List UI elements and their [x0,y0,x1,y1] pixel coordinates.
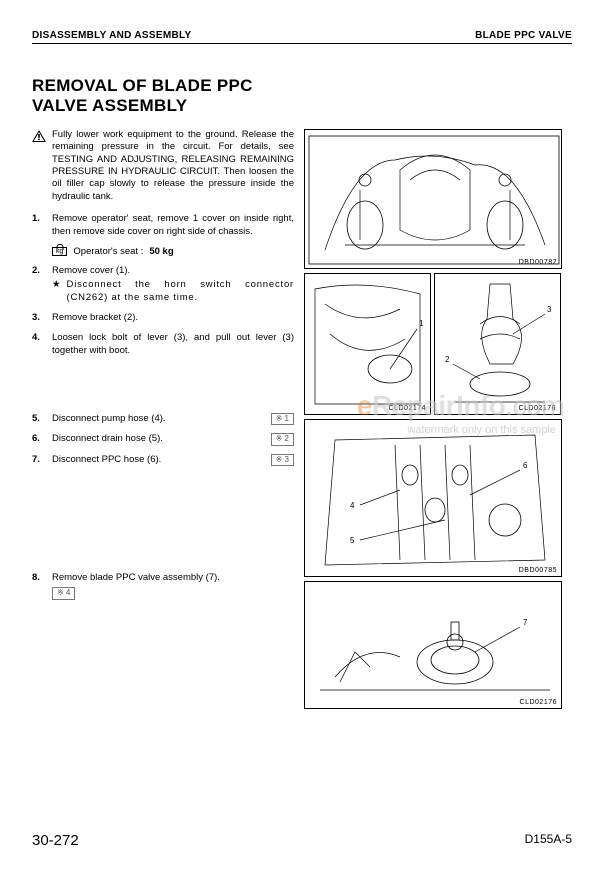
figure-4: 7 CLD02176 [304,581,562,709]
warning-block: Fully lower work equipment to the ground… [32,129,294,203]
ref-box: ※ 3 [271,454,294,466]
watermark-brand: RepairInfo [372,390,505,421]
step-number: 7. [32,454,46,466]
svg-text:4: 4 [350,501,355,510]
step-text: Loosen lock bolt of lever (3), and pull … [52,332,294,357]
svg-text:3: 3 [547,305,552,314]
step-1: 1. Remove operator' seat, remove 1 cover… [32,213,294,238]
star-icon: ★ [52,279,61,304]
step-number: 2. [32,265,46,304]
text-column: Fully lower work equipment to the ground… [32,129,294,709]
weight-label: Operator's seat : [73,246,143,257]
step-text: Disconnect drain hose (5). [52,433,163,445]
header-left: DISASSEMBLY AND ASSEMBLY [32,30,191,41]
step-substar-text: Disconnect the horn switch connector (CN… [67,279,294,304]
step-4: 4. Loosen lock bolt of lever (3), and pu… [32,332,294,357]
step-3: 3. Remove bracket (2). [32,312,294,324]
watermark-domain: .com [505,390,564,421]
step-7: 7. Disconnect PPC hose (6). ※ 3 [32,454,294,466]
figure-3: 4 5 6 DBD00785 [304,419,562,577]
warning-icon [32,130,46,142]
step-text: Remove bracket (2). [52,312,294,324]
footer-model: D155A-5 [525,832,572,849]
weight-value: 50 kg [149,246,173,257]
figure-label: DBD00785 [519,567,557,574]
weight-row: kg Operator's seat : 50 kg [52,246,294,257]
step-number: 1. [32,213,46,238]
figure-1: DBD00782 [304,129,562,269]
svg-text:2: 2 [445,355,450,364]
ref-box: ※ 1 [271,413,294,425]
watermark-logo: eRepairInfo.com [357,390,564,422]
weight-icon: kg [52,247,67,256]
title-line-1: REMOVAL OF BLADE PPC [32,76,253,95]
step-number: 3. [32,312,46,324]
step-number: 4. [32,332,46,357]
step-text: Remove operator' seat, remove 1 cover on… [52,213,294,238]
step-2: 2. Remove cover (1). ★ Disconnect the ho… [32,265,294,304]
step-number: 6. [32,433,46,445]
header-right: BLADE PPC VALVE [475,30,572,41]
step-text: Disconnect PPC hose (6). [52,454,161,466]
svg-text:1: 1 [419,319,424,328]
step-number: 5. [32,413,46,425]
step-5: 5. Disconnect pump hose (4). ※ 1 [32,413,294,425]
figure-label: DBD00782 [519,259,557,266]
footer-page: 30-272 [32,832,79,849]
page-title: REMOVAL OF BLADE PPC VALVE ASSEMBLY [32,76,572,115]
watermark-e: e [357,390,372,421]
svg-text:7: 7 [523,618,528,627]
warning-text: Fully lower work equipment to the ground… [52,129,294,203]
step-text: Disconnect pump hose (4). [52,413,166,425]
step-number: 8. [32,572,46,600]
svg-text:6: 6 [523,461,528,470]
step-text: Remove cover (1). [52,265,294,277]
step-6: 6. Disconnect drain hose (5). ※ 2 [32,433,294,445]
step-8: 8. Remove blade PPC valve assembly (7). … [32,572,294,600]
step-text: Remove blade PPC valve assembly (7). [52,572,294,584]
ref-box: ※ 4 [52,587,75,599]
figure-label: CLD02176 [520,699,557,706]
title-line-2: VALVE ASSEMBLY [32,96,187,115]
svg-text:5: 5 [350,536,355,545]
watermark-sub: watermark only on this sample [407,424,556,436]
ref-box: ※ 2 [271,433,294,445]
